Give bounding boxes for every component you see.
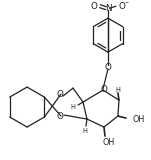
Text: O: O	[119, 2, 125, 11]
Text: N: N	[105, 4, 111, 13]
Text: O: O	[101, 85, 107, 94]
Text: H: H	[83, 128, 87, 134]
Text: O: O	[57, 90, 63, 99]
Text: OH: OH	[133, 115, 145, 124]
Text: H: H	[116, 87, 120, 93]
Text: O: O	[91, 2, 97, 11]
Text: O: O	[57, 112, 63, 120]
Text: OH: OH	[103, 138, 115, 147]
Text: −: −	[124, 1, 129, 6]
Text: O: O	[104, 63, 111, 72]
Text: H: H	[71, 104, 76, 110]
